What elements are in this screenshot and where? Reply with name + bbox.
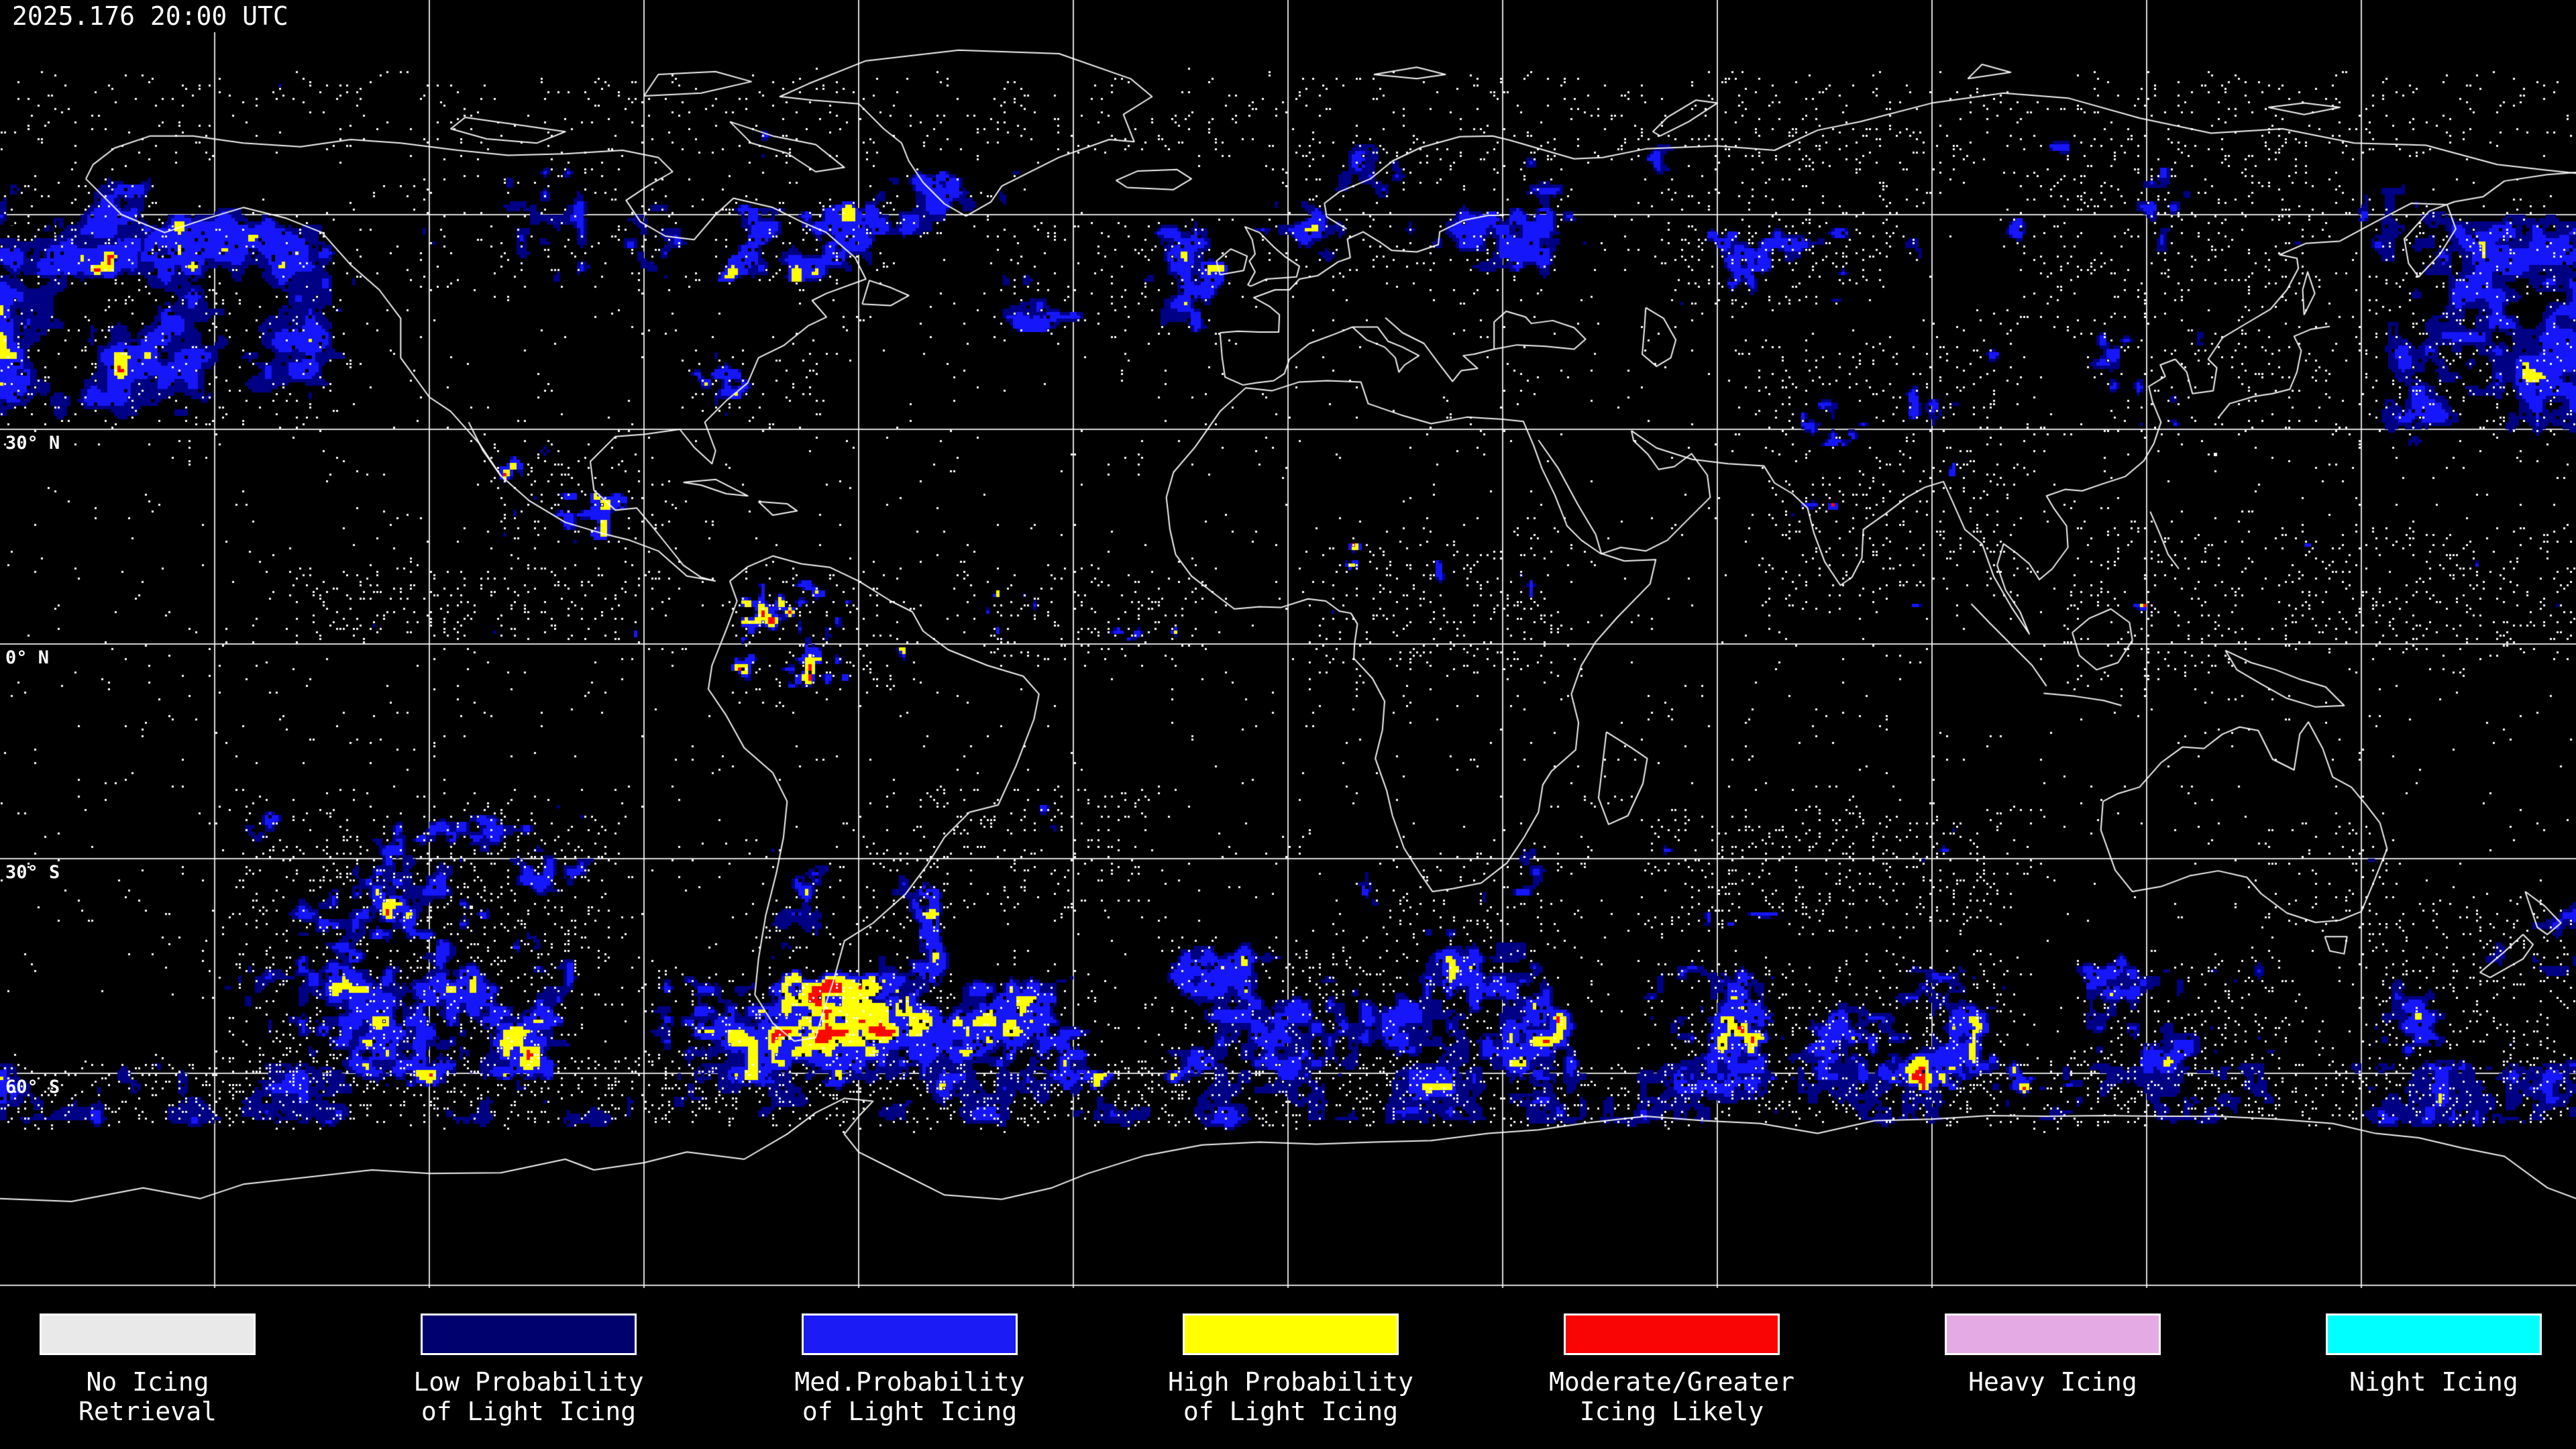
legend-swatch-low-prob xyxy=(421,1313,637,1355)
legend-label: Moderate/Greater xyxy=(1548,1367,1795,1397)
legend-label: Heavy Icing xyxy=(1968,1367,2137,1397)
legend-label: Med.Probability xyxy=(794,1367,1025,1397)
legend-label: Low Probability xyxy=(413,1367,644,1397)
lat-label-60s: 60° S xyxy=(5,1077,60,1097)
legend-label: Night Icing xyxy=(2349,1367,2518,1397)
legend-label: Retrieval xyxy=(78,1397,217,1426)
legend-swatch-high-prob xyxy=(1183,1313,1399,1355)
legend-label: of Light Icing xyxy=(1183,1397,1399,1426)
legend-swatch-heavy xyxy=(1945,1313,2161,1355)
timestamp: 2025.176 20:00 UTC xyxy=(7,0,298,32)
legend-swatch-moderate xyxy=(1564,1313,1780,1355)
legend-label: of Light Icing xyxy=(802,1397,1018,1426)
legend-item-moderate: Moderate/Greater Icing Likely xyxy=(1549,1288,1794,1449)
world-map: 2025.176 20:00 UTC 60° N 30° N 0° N 30° … xyxy=(0,0,2576,1288)
legend-swatch-med-prob xyxy=(802,1313,1018,1355)
legend-swatch-night xyxy=(2326,1313,2542,1355)
legend-item-no-icing: No Icing Retrieval xyxy=(40,1288,256,1449)
legend-item-heavy: Heavy Icing xyxy=(1945,1288,2161,1449)
legend-item-high-prob: High Probability of Light Icing xyxy=(1168,1288,1413,1449)
lat-label-30n: 30° N xyxy=(5,433,60,453)
legend: No Icing Retrieval Low Probability of Li… xyxy=(0,1288,2576,1449)
lat-label-30s: 30° S xyxy=(5,862,60,883)
legend-item-night: Night Icing xyxy=(2326,1288,2542,1449)
legend-label: No Icing xyxy=(86,1367,209,1397)
legend-label: High Probability xyxy=(1167,1367,1414,1397)
icing-data-map-canvas xyxy=(0,0,2576,1288)
legend-swatch-no-icing xyxy=(40,1313,256,1355)
legend-label: of Light Icing xyxy=(421,1397,637,1426)
legend-item-med-prob: Med.Probability of Light Icing xyxy=(794,1288,1025,1449)
lat-label-60n: 60° N xyxy=(5,218,60,239)
legend-item-low-prob: Low Probability of Light Icing xyxy=(413,1288,644,1449)
lat-label-0n: 0° N xyxy=(5,647,50,668)
legend-label: Icing Likely xyxy=(1579,1397,1764,1426)
